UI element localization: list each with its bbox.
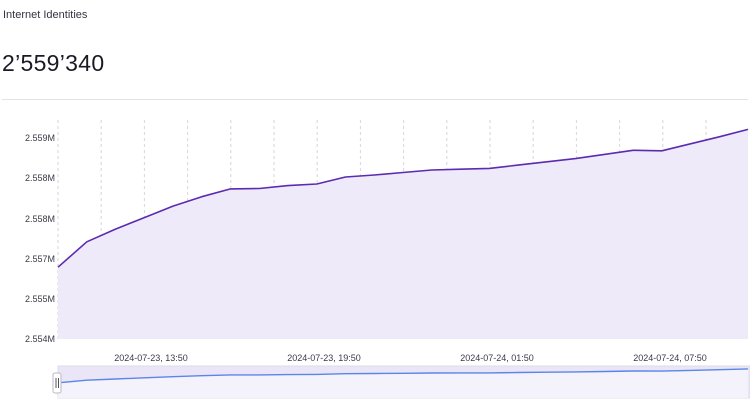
data-point bbox=[344, 175, 348, 179]
navigator-line bbox=[57, 368, 749, 384]
series-area bbox=[58, 129, 748, 339]
data-point bbox=[689, 142, 693, 146]
data-point bbox=[487, 166, 491, 170]
y-tick-label: 2.558M bbox=[25, 173, 55, 183]
y-axis-ticks: 2.559M 2.558M 2.558M 2.557M 2.555M 2.554M bbox=[25, 133, 55, 344]
data-point bbox=[114, 227, 118, 231]
y-tick-label: 2.555M bbox=[25, 294, 55, 304]
data-point bbox=[315, 182, 319, 186]
data-point bbox=[459, 167, 463, 171]
y-tick-label: 2.559M bbox=[25, 133, 55, 143]
data-point bbox=[401, 171, 405, 175]
divider bbox=[2, 99, 748, 100]
x-tick-label: 2024-07-23, 13:50 bbox=[114, 353, 188, 363]
range-navigator[interactable] bbox=[52, 365, 750, 399]
data-point bbox=[516, 163, 520, 167]
data-point bbox=[372, 173, 376, 177]
data-point bbox=[746, 127, 750, 131]
data-point bbox=[602, 152, 606, 156]
metric-label: Internet Identities bbox=[3, 9, 88, 21]
x-axis-ticks: 2024-07-23, 13:50 2024-07-23, 19:50 2024-0… bbox=[114, 353, 707, 363]
data-point bbox=[286, 184, 290, 188]
data-point bbox=[56, 265, 60, 269]
data-point bbox=[660, 149, 664, 153]
series-line bbox=[57, 128, 749, 268]
metric-value: 2’559’340 bbox=[2, 50, 105, 76]
x-tick-label: 2024-07-24, 01:50 bbox=[460, 353, 534, 363]
x-tick-label: 2024-07-24, 07:50 bbox=[633, 353, 707, 363]
data-point bbox=[142, 216, 146, 220]
navigator-area bbox=[58, 368, 748, 398]
data-point bbox=[545, 160, 549, 164]
data-point bbox=[171, 204, 175, 208]
data-point bbox=[631, 148, 635, 152]
data-point bbox=[574, 157, 578, 161]
data-point bbox=[430, 168, 434, 172]
data-point bbox=[257, 187, 261, 191]
y-tick-label: 2.554M bbox=[25, 334, 55, 344]
data-point bbox=[85, 240, 89, 244]
y-tick-label: 2.558M bbox=[25, 214, 55, 224]
navigator-left-handle[interactable] bbox=[52, 372, 62, 394]
data-point bbox=[229, 187, 233, 191]
x-tick-label: 2024-07-23, 19:50 bbox=[287, 353, 361, 363]
y-tick-label: 2.557M bbox=[25, 254, 55, 264]
data-point bbox=[717, 135, 721, 139]
data-point bbox=[200, 195, 204, 199]
